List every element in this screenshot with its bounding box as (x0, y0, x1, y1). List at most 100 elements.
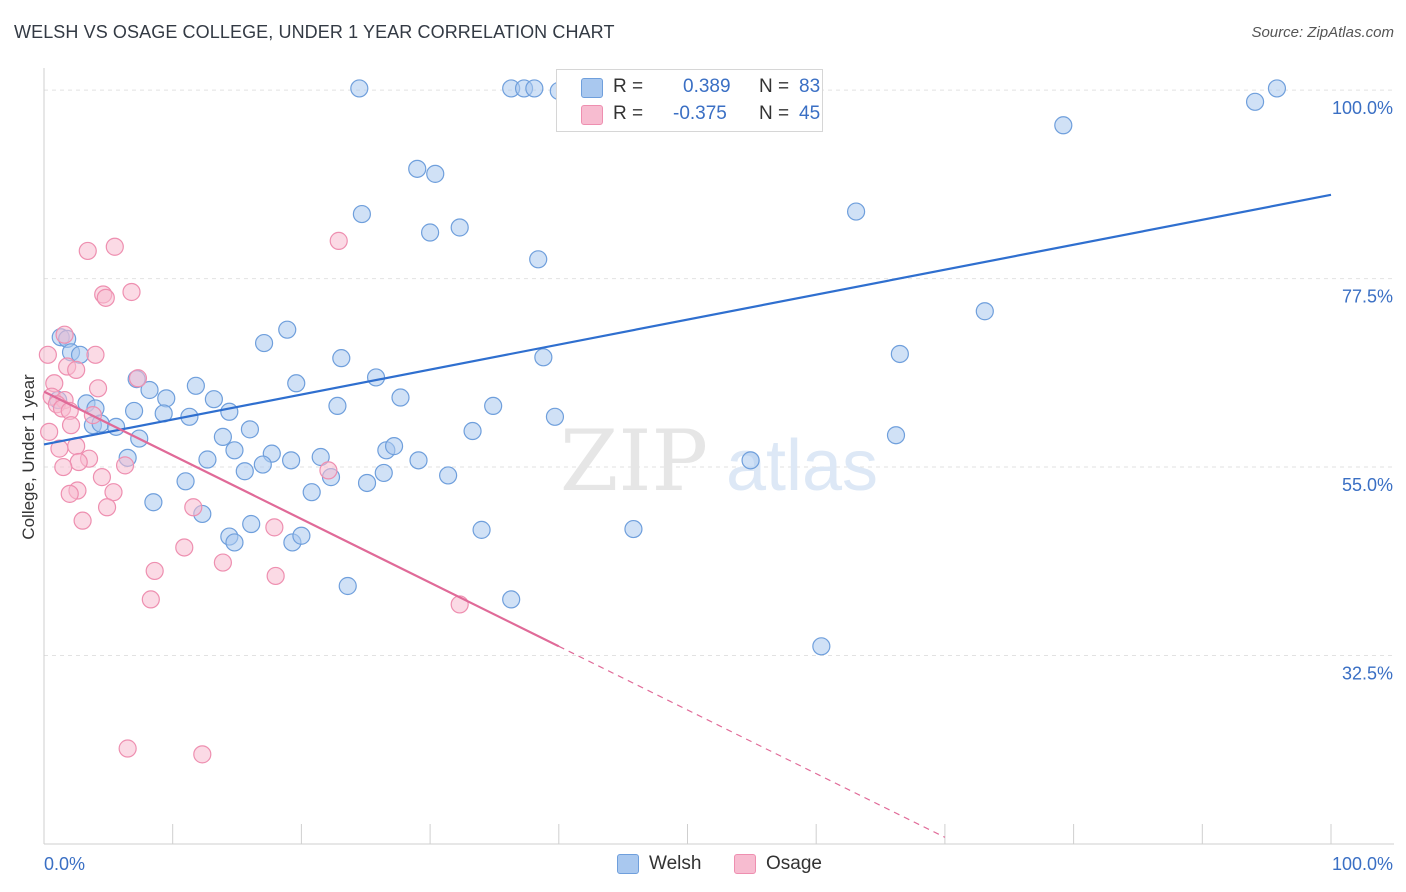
osage-point-41 (141, 590, 160, 609)
osage-n-label: N = (759, 103, 790, 124)
welsh-point-65 (176, 472, 195, 491)
welsh-n-label: N = (759, 76, 790, 97)
y-tick-label-2: 77.5% (1342, 287, 1393, 307)
welsh-point-48 (463, 421, 482, 441)
osage-point-27 (54, 457, 73, 477)
osage-point-37 (175, 538, 194, 557)
welsh-point-59 (282, 451, 301, 470)
welsh-point-57 (311, 447, 330, 467)
welsh-n-value: 83 (799, 76, 821, 97)
osage-point-10 (67, 360, 86, 379)
chart-title: WELSH VS OSAGE COLLEGE, UNDER 1 YEAR COR… (14, 22, 615, 42)
welsh-point-27 (366, 368, 386, 387)
osage-point-26 (115, 456, 135, 475)
welsh-point-16 (975, 302, 994, 321)
welsh-point-10 (426, 164, 445, 183)
welsh-trend-line (43, 193, 1332, 446)
source-label: Source: ZipAtlas.com (1251, 24, 1394, 41)
welsh-point-47 (240, 420, 260, 439)
osage-point-1 (78, 241, 97, 261)
welsh-point-49 (886, 426, 906, 445)
osage-point-4 (122, 282, 141, 302)
welsh-point-54 (384, 437, 404, 456)
osage-point-44 (193, 745, 212, 764)
welsh-point-80 (502, 590, 521, 609)
welsh-point-61 (741, 451, 760, 470)
welsh-legend-swatch (617, 854, 639, 874)
osage-point-7 (38, 345, 57, 364)
welsh-point-28 (287, 374, 306, 393)
trend-lines (43, 193, 1332, 838)
welsh-point-3 (525, 79, 544, 98)
osage-point-25 (69, 452, 88, 472)
y-tick-label-0: 32.5% (1342, 664, 1393, 684)
osage-trend-line (43, 390, 560, 648)
welsh-point-13 (421, 223, 440, 242)
osage-point-39 (145, 561, 164, 581)
welsh-point-79 (338, 576, 357, 596)
watermark-zip: ZIP (560, 412, 708, 510)
welsh-point-6 (1267, 79, 1287, 98)
osage-point-36 (265, 518, 284, 537)
x-tick-label-0: 0.0% (44, 854, 85, 874)
osage-point-35 (184, 498, 203, 517)
welsh-point-74 (624, 519, 643, 539)
osage-legend-label: Osage (766, 853, 822, 874)
osage-point-30 (104, 483, 123, 502)
welsh-point-23 (332, 349, 351, 368)
y-tick-label-1: 55.0% (1342, 475, 1393, 495)
welsh-point-15 (529, 250, 548, 269)
welsh-point-8 (1054, 116, 1073, 135)
welsh-swatch (581, 78, 603, 98)
osage-swatch (581, 105, 603, 125)
welsh-point-25 (890, 344, 909, 364)
welsh-point-70 (144, 493, 163, 512)
osage-points (38, 231, 469, 764)
welsh-point-17 (278, 320, 297, 339)
osage-point-0 (329, 231, 348, 250)
welsh-point-52 (225, 441, 244, 460)
osage-point-11 (128, 369, 148, 388)
welsh-point-9 (408, 159, 427, 178)
osage-point-34 (73, 511, 92, 530)
osage-point-5 (96, 288, 115, 307)
osage-point-13 (88, 379, 108, 398)
welsh-point-0 (350, 79, 369, 98)
osage-r-label: R = (613, 103, 644, 124)
welsh-point-76 (225, 533, 244, 552)
welsh-point-32 (157, 389, 176, 408)
welsh-point-14 (450, 218, 469, 237)
y-axis-title: College, Under 1 year (19, 374, 38, 540)
x-tick-label-1: 100.0% (1332, 854, 1393, 874)
welsh-r-value: 0.389 (683, 76, 731, 97)
osage-point-23 (50, 439, 69, 458)
welsh-point-38 (391, 388, 410, 407)
y-tick-label-3: 100.0% (1332, 98, 1393, 118)
osage-r-value: -0.375 (673, 103, 727, 124)
welsh-point-11 (846, 202, 866, 221)
watermark: ZIP atlas (560, 412, 878, 510)
welsh-point-18 (254, 333, 274, 353)
axes (43, 68, 1394, 845)
welsh-point-24 (534, 348, 553, 367)
grid-lines (44, 89, 1394, 657)
osage-point-31 (60, 484, 79, 503)
osage-point-2 (105, 237, 124, 256)
welsh-point-39 (124, 401, 144, 421)
welsh-point-29 (140, 380, 159, 400)
osage-point-32 (319, 461, 338, 480)
welsh-point-69 (302, 483, 321, 502)
welsh-points (49, 79, 1287, 656)
welsh-point-50 (213, 427, 232, 446)
welsh-point-31 (204, 390, 223, 409)
osage-point-20 (61, 416, 81, 435)
welsh-point-73 (472, 520, 491, 539)
osage-point-33 (97, 498, 117, 517)
welsh-legend-label: Welsh (649, 853, 702, 874)
welsh-point-81 (812, 637, 831, 656)
welsh-point-78 (292, 526, 311, 545)
osage-n-value: 45 (799, 103, 821, 124)
welsh-point-68 (439, 466, 458, 485)
welsh-point-42 (220, 402, 239, 421)
